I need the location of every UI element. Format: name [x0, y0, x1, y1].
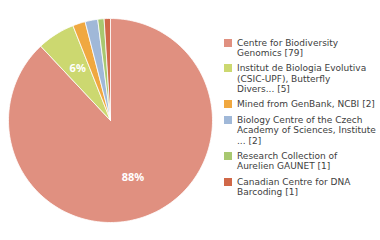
html-text:Canadian Centre for DNA Barcod: Canadian Centre for DNA Barcoding [1]	[237, 176, 351, 197]
svg-text:6%: 6%	[70, 60, 86, 75]
svg-text:88%: 88%	[122, 169, 145, 184]
html-text:Biology Centre of the Czech Ac: Biology Centre of the Czech Academy of S…	[237, 114, 376, 146]
html-text:Institut de Biologia Evolutiva: Institut de Biologia Evolutiva (CSIC-UPF…	[237, 63, 367, 95]
html-text:Centre for Biodiversity Genomi: Centre for Biodiversity Genomics [79]	[237, 37, 339, 59]
html-text:Mined from GenBank, NCBI [2]: Mined from GenBank, NCBI [2]	[237, 99, 375, 110]
html-text:Research Collection of Aurelie: Research Collection of Aurelien GAUNET […	[237, 150, 338, 172]
